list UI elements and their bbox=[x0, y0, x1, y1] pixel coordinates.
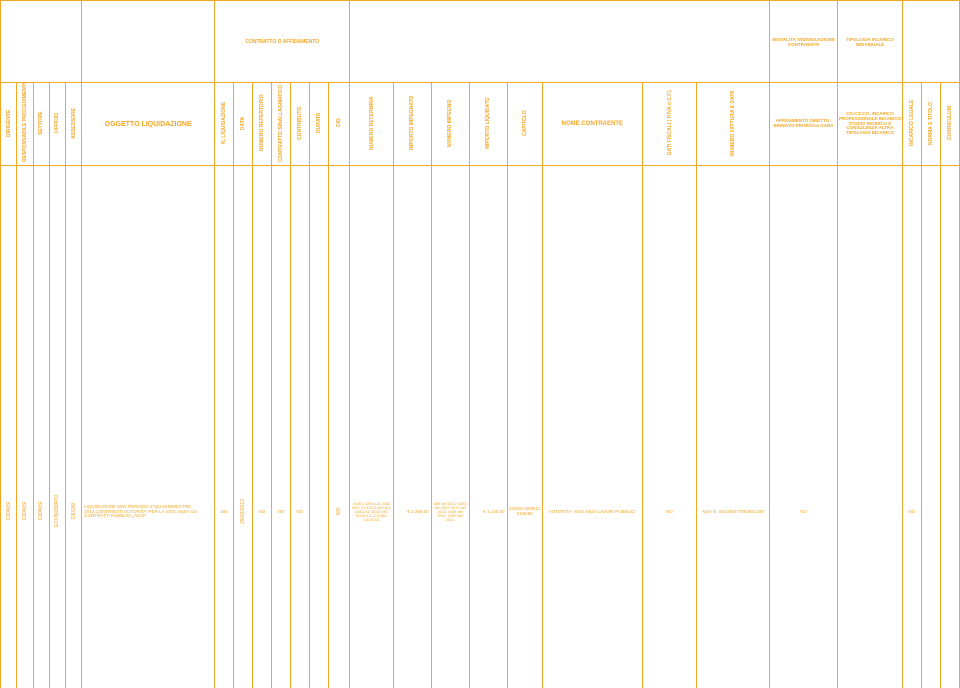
cell-r0-c5: LIQUIDAZIONE MAV PERIODO 3^QUADRIMESTRE … bbox=[82, 166, 215, 688]
cell-r0-c4: DEGNI bbox=[66, 166, 82, 688]
col-header-13: NUMERO DETERMINA bbox=[350, 83, 393, 166]
cell-r0-c16: € 1.140,00 bbox=[469, 166, 507, 688]
cell-r0-c14: € 2.285,00 bbox=[393, 166, 431, 688]
col-header-11: DURATA bbox=[309, 83, 328, 166]
col-header-4: ASSESSORE bbox=[66, 83, 82, 166]
col-header-5: OGGETTO LIQUIDAZIONE bbox=[82, 83, 215, 166]
cell-r0-c23: NO bbox=[902, 166, 921, 688]
col-header-6: N. LIQUIDAZIONE bbox=[215, 83, 234, 166]
col-header-14: IMPORTO IMPEGNATO bbox=[393, 83, 431, 166]
col-header-1: RESPONSABILE PROCEDIMENTO bbox=[17, 83, 33, 166]
col-header-0: DIRIGENTE bbox=[1, 83, 17, 166]
col-header-10: CONTRIBUTO bbox=[290, 83, 309, 166]
group-modalita: MODALITA' INDIVIDUAZIONE CONTRAENTE bbox=[770, 1, 838, 83]
col-header-17: CAPITOLO bbox=[507, 83, 542, 166]
cell-r0-c11 bbox=[309, 166, 328, 688]
cell-r0-c13: 4 DEL 02/01/12 2452 DEL 17/10/12 84 DEL … bbox=[350, 166, 393, 688]
col-header-18: NOME CONTRAENTE bbox=[542, 83, 642, 166]
col-header-12: CIG bbox=[328, 83, 350, 166]
col-header-2: SETTORE bbox=[33, 83, 49, 166]
cell-r0-c6: 185 bbox=[215, 166, 234, 688]
cell-r0-c10: NO bbox=[290, 166, 309, 688]
cell-r0-c20: MAV N. 001030477063591349 bbox=[697, 166, 770, 688]
table-row: DIONISIDIONISIDIONISIECONOMATODEGNILIQUI… bbox=[1, 166, 960, 688]
col-header-20: NUMERO FATTURA E DATA bbox=[697, 83, 770, 166]
group-tipologia: TIPOLOGIA INCARICO INDIVIDUALE bbox=[837, 1, 902, 83]
cell-r0-c18: AUTORITA' VIGILANZA LAVORI PUBBLICI bbox=[542, 166, 642, 688]
cell-r0-c15: 586 del 2012 3453 del 2012 4279 del 2012… bbox=[431, 166, 469, 688]
liquidazione-table: CONTRATTO O AFFIDAMENTO MODALITA' INDIVI… bbox=[0, 0, 960, 688]
cell-r0-c21: NO bbox=[770, 166, 838, 688]
cell-r0-c25 bbox=[940, 166, 959, 688]
col-header-3: UFFICIO bbox=[49, 83, 65, 166]
cell-r0-c19: NO bbox=[642, 166, 696, 688]
cell-r0-c12: NO bbox=[328, 166, 350, 688]
col-header-19: DATI FISCALI ( P.IVA o C.F.) bbox=[642, 83, 696, 166]
cell-r0-c2: DIONISI bbox=[33, 166, 49, 688]
col-header-22: CO.CO.CO. INCARICO PROFESSIONALE INCARIC… bbox=[837, 83, 902, 166]
col-header-24: NORMA E TITOLO bbox=[921, 83, 940, 166]
cell-r0-c22 bbox=[837, 166, 902, 688]
group-contratto: CONTRATTO O AFFIDAMENTO bbox=[215, 1, 350, 83]
cell-r0-c24 bbox=[921, 166, 940, 688]
cell-r0-c8: NO bbox=[252, 166, 271, 688]
col-header-25: CURRICULUM bbox=[940, 83, 959, 166]
col-header-15: NUMERO IMPEGNO bbox=[431, 83, 469, 166]
col-header-21: AFFIDAMENTO DIRETTO . RINNOVO PROROGA GA… bbox=[770, 83, 838, 166]
cell-r0-c1: DIONISI bbox=[17, 166, 33, 688]
col-header-23: INCARICO LEGALE bbox=[902, 83, 921, 166]
col-header-8: NUMERO REPERTORIO bbox=[252, 83, 271, 166]
cell-r0-c0: DIONISI bbox=[1, 166, 17, 688]
col-header-7: DATA bbox=[233, 83, 252, 166]
col-header-9: CONTRATTO SINALLAGMATICO bbox=[271, 83, 290, 166]
cell-r0-c9: NO bbox=[271, 166, 290, 688]
col-header-16: IMPORTO LIQUIDATO bbox=[469, 83, 507, 166]
cell-r0-c3: ECONOMATO bbox=[49, 166, 65, 688]
cell-r0-c17: 240/05 4698/11 2136/85 bbox=[507, 166, 542, 688]
cell-r0-c7: 29/03/2013 bbox=[233, 166, 252, 688]
